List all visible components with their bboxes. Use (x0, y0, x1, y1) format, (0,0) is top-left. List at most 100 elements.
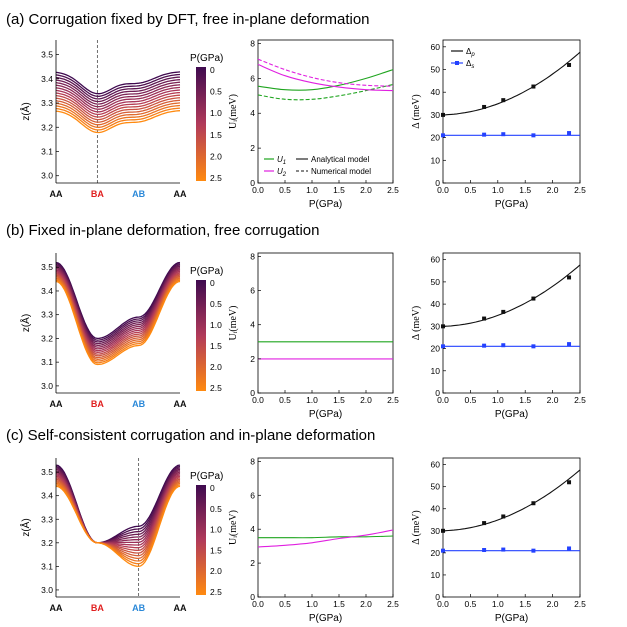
colorbar-tick-b-left: 0.5 (210, 299, 222, 309)
c-left-ylabel: z(Å) (19, 518, 32, 536)
a-left-curve (55, 71, 181, 95)
a-left-ytick-label: 3.0 (41, 171, 53, 181)
plots-layer: 3.0 3.1 3.2 3.3 3.4 3.5 AA BA AB AA z(Å) P(GPa) 0 0.5… (19, 38, 586, 624)
c-mid-xtick-label: 2.0 (360, 599, 372, 609)
c-right-ytick-label: 20 (431, 548, 441, 558)
a-right-data-point (501, 98, 506, 103)
c-right-xtick-label: 2.0 (547, 599, 559, 609)
c-left-ytick-label: 3.2 (41, 538, 53, 548)
legend-ds-marker (455, 61, 459, 65)
c-left-ytick-label: 3.4 (41, 491, 53, 501)
colorbar-tick-a-left: 0 (210, 65, 215, 75)
a-left-ytick-label: 3.4 (41, 74, 53, 84)
b-mid-frame (257, 252, 394, 394)
colorbar-c-left (196, 485, 206, 595)
b-left-ytick-label: 3.1 (41, 357, 53, 367)
a-mid-frame (257, 39, 394, 184)
b-mid-ytick-label: 4 (250, 320, 255, 330)
b-right-data-point (567, 342, 572, 347)
colorbar-tick-c-left: 2.5 (210, 587, 222, 597)
a-left-curve (55, 99, 181, 123)
b-left-ylabel: z(Å) (19, 314, 32, 332)
a-right-data-point (531, 84, 536, 89)
b-right-xtick-label: 0.5 (464, 395, 476, 405)
c-mid-xtick-label: 2.5 (387, 599, 399, 609)
c-left-stacking-label: AA (174, 603, 187, 613)
a-mid-ylabel: Uᵢ(meV) (228, 94, 239, 129)
b-mid-xtick-label: 0.5 (279, 395, 291, 405)
b-mid-xtick-label: 2.5 (387, 395, 399, 405)
a-mid-ytick-label: 6 (250, 73, 255, 83)
a-right-xtick-label: 0.5 (464, 185, 476, 195)
legend-dp-sub: p (470, 52, 475, 58)
c-mid-xtick-label: 1.0 (306, 599, 318, 609)
colorbar-tick-b-left: 2.0 (210, 362, 222, 372)
b-right-data-point (482, 316, 487, 321)
a-right-ytick-label: 30 (431, 110, 441, 120)
colorbar-a-left (196, 67, 206, 181)
c-mid-ytick-label: 6 (250, 490, 255, 500)
legend-ds-sub: s (471, 64, 474, 70)
b-right-xtick-label: 2.0 (547, 395, 559, 405)
b-right-data-point (501, 309, 506, 314)
a-right-data-point (441, 133, 445, 138)
a-mid-xlabel: P(GPa) (309, 199, 342, 210)
a-mid-series-line (257, 69, 394, 91)
colorbar-tick-c-left: 1.0 (210, 525, 222, 535)
colorbar-tick-a-left: 2.5 (210, 173, 222, 183)
b-right-data-point (441, 344, 445, 349)
b-right-data-point (531, 344, 536, 349)
b-right-xtick-label: 0.0 (437, 395, 449, 405)
a-right-ytick-label: 60 (431, 42, 441, 52)
c-right-data-point (531, 501, 536, 506)
a-left-ytick-label: 3.3 (41, 98, 53, 108)
c-left-stacking-label: BA (91, 603, 104, 613)
a-mid-xtick-label: 1.0 (306, 185, 318, 195)
c-right-frame (442, 457, 581, 598)
colorbar-tick-c-left: 1.5 (210, 545, 222, 555)
a-right-xtick-label: 0.0 (437, 185, 449, 195)
c-right-ytick-label: 50 (431, 482, 441, 492)
colorbar-tick-b-left: 1.5 (210, 341, 222, 351)
a-right-data-point (531, 133, 536, 138)
legend-dp-label: Δp (466, 47, 475, 58)
c-right-data-point (501, 547, 506, 552)
b-left-ytick-label: 3.0 (41, 381, 53, 391)
a-mid-xtick-label: 1.5 (333, 185, 345, 195)
b-left-curve (55, 280, 181, 366)
b-right-ytick-label: 0 (435, 388, 440, 398)
a-mid-series-line (257, 63, 394, 92)
legend-u2-label: U2 (277, 167, 287, 178)
section-title-b: (b) Fixed in-plane deformation, free cor… (6, 222, 320, 239)
b-left-ytick-label: 3.2 (41, 333, 53, 343)
c-right-data-point (567, 546, 572, 551)
a-right-data-point (567, 62, 572, 67)
b-left-stacking-label: AB (132, 399, 145, 409)
b-left-ytick-label: 3.4 (41, 286, 53, 296)
colorbar-tick-b-left: 0 (210, 278, 215, 288)
c-left-curve (55, 485, 181, 568)
a-left-ylabel: z(Å) (19, 102, 32, 120)
c-left-ytick-label: 3.5 (41, 467, 53, 477)
c-right-xlabel: P(GPa) (495, 613, 528, 624)
c-mid-series-line (257, 529, 394, 548)
a-right-frame (442, 39, 581, 184)
a-left-stacking-label: AA (174, 189, 187, 199)
b-mid-ytick-label: 6 (250, 286, 255, 296)
panel-a-mid: 0 2 4 6 8 0.0 0.5 1.0 1.5 2.0 2.5 P(GPa) Uᵢ(meV) U1U2… (228, 38, 399, 210)
c-right-xtick-label: 2.5 (574, 599, 586, 609)
a-left-curve (55, 97, 181, 121)
c-right-xtick-label: 0.5 (464, 599, 476, 609)
c-mid-frame (257, 457, 394, 598)
a-left-curve (55, 73, 181, 97)
c-right-data-point (531, 548, 536, 553)
a-right-data-point (501, 132, 506, 137)
a-mid-xtick-label: 2.0 (360, 185, 372, 195)
c-left-stacking-label: AA (50, 603, 63, 613)
b-right-data-point (567, 275, 572, 280)
c-left-ytick-label: 3.3 (41, 514, 53, 524)
b-right-ytick-label: 50 (431, 277, 441, 287)
c-right-ylabel: Δ (meV) (411, 510, 422, 544)
a-mid-xtick-label: 0.0 (252, 185, 264, 195)
